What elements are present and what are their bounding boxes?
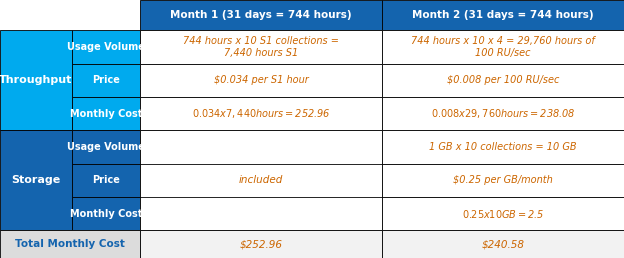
Text: $0.008 x 29,760 hours = $238.08: $0.008 x 29,760 hours = $238.08: [431, 107, 575, 120]
FancyBboxPatch shape: [140, 131, 382, 230]
FancyBboxPatch shape: [140, 230, 382, 258]
FancyBboxPatch shape: [382, 97, 624, 131]
Text: $0.034  x 7,440 hours  = $252.96: $0.034 x 7,440 hours = $252.96: [192, 107, 331, 120]
FancyBboxPatch shape: [72, 197, 140, 230]
Text: 1 GB x 10 collections = 10 GB: 1 GB x 10 collections = 10 GB: [429, 142, 577, 152]
Text: Month 2 (31 days = 744 hours): Month 2 (31 days = 744 hours): [412, 10, 594, 20]
FancyBboxPatch shape: [382, 0, 624, 30]
FancyBboxPatch shape: [382, 197, 624, 230]
FancyBboxPatch shape: [382, 30, 624, 64]
FancyBboxPatch shape: [382, 230, 624, 258]
Text: Usage Volume: Usage Volume: [67, 142, 145, 152]
FancyBboxPatch shape: [140, 97, 382, 131]
Text: $240.58: $240.58: [482, 239, 524, 249]
Text: Total Monthly Cost: Total Monthly Cost: [15, 239, 125, 249]
FancyBboxPatch shape: [382, 131, 624, 164]
FancyBboxPatch shape: [140, 0, 382, 30]
Text: 744 hours x 10 x 4 = 29,760 hours of
100 RU/sec: 744 hours x 10 x 4 = 29,760 hours of 100…: [411, 36, 595, 58]
FancyBboxPatch shape: [72, 97, 140, 131]
Text: Price: Price: [92, 175, 120, 186]
FancyBboxPatch shape: [72, 164, 140, 197]
Text: Month 1 (31 days = 744 hours): Month 1 (31 days = 744 hours): [170, 10, 352, 20]
FancyBboxPatch shape: [0, 0, 140, 30]
Text: Usage Volume: Usage Volume: [67, 42, 145, 52]
Text: $0.25 x 10 GB = $2.5: $0.25 x 10 GB = $2.5: [462, 208, 544, 220]
Text: $0.008 per 100 RU/sec: $0.008 per 100 RU/sec: [447, 75, 559, 85]
Text: 744 hours x 10 S1 collections =
7,440 hours S1: 744 hours x 10 S1 collections = 7,440 ho…: [183, 36, 339, 58]
FancyBboxPatch shape: [382, 64, 624, 97]
Text: included: included: [239, 175, 283, 186]
FancyBboxPatch shape: [0, 131, 72, 230]
Text: Storage: Storage: [11, 175, 61, 186]
Text: Throughput: Throughput: [0, 75, 72, 85]
Text: Monthly Cost: Monthly Cost: [70, 109, 142, 119]
Text: Price: Price: [92, 75, 120, 85]
Text: $252.96: $252.96: [240, 239, 283, 249]
FancyBboxPatch shape: [382, 164, 624, 197]
Text: Monthly Cost: Monthly Cost: [70, 209, 142, 219]
FancyBboxPatch shape: [0, 230, 140, 258]
FancyBboxPatch shape: [140, 30, 382, 64]
FancyBboxPatch shape: [72, 64, 140, 97]
FancyBboxPatch shape: [72, 131, 140, 164]
FancyBboxPatch shape: [72, 30, 140, 64]
FancyBboxPatch shape: [140, 64, 382, 97]
Text: $0.25 per GB/month: $0.25 per GB/month: [453, 175, 553, 186]
FancyBboxPatch shape: [0, 30, 72, 131]
Text: $0.034 per S1 hour: $0.034 per S1 hour: [214, 75, 308, 85]
